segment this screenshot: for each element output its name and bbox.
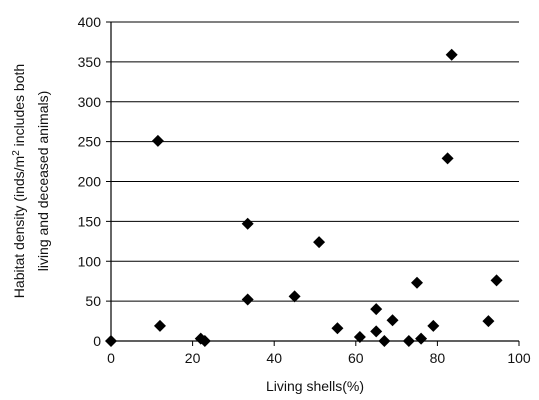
data-point xyxy=(313,236,326,249)
data-point xyxy=(353,331,366,344)
x-axis-title: Living shells(%) xyxy=(266,378,364,394)
svg-text:Habitat density (inds/m2 inclu: Habitat density (inds/m2 includes both xyxy=(11,64,27,298)
x-tick-label: 80 xyxy=(430,350,446,366)
y-tick-label: 150 xyxy=(78,213,102,229)
data-point xyxy=(331,322,344,335)
y-tick-label: 400 xyxy=(78,14,102,30)
data-point xyxy=(445,48,458,61)
y-axis-title: Habitat density (inds/m2 includes both l… xyxy=(11,64,51,298)
x-tick-label: 20 xyxy=(185,350,201,366)
data-point xyxy=(482,315,495,328)
data-point xyxy=(288,290,301,303)
y-tick-label: 300 xyxy=(78,94,102,110)
y-tick-label: 350 xyxy=(78,54,102,70)
x-tick-label: 40 xyxy=(266,350,282,366)
y-tick-label: 0 xyxy=(93,333,101,349)
x-tick-label: 0 xyxy=(107,350,115,366)
y-tick-label: 200 xyxy=(78,174,102,190)
data-point xyxy=(411,276,423,289)
y-axis-title-line1-rest: includes both xyxy=(11,64,27,150)
data-point xyxy=(386,314,399,327)
grid-lines xyxy=(111,21,519,302)
data-point xyxy=(151,134,164,147)
data-point xyxy=(415,332,428,345)
y-tick-label: 250 xyxy=(78,134,102,150)
data-point xyxy=(402,335,415,347)
y-axis-title-line2: living and deceased animals) xyxy=(35,91,51,272)
y-tick-label: 100 xyxy=(78,253,102,269)
x-tick-label: 60 xyxy=(348,350,364,366)
data-point xyxy=(370,325,383,338)
y-axis-title-superscript: 2 xyxy=(11,150,22,156)
data-point xyxy=(198,335,211,347)
tick-labels: 0 50 100 150 200 250 300 350 400 0 20 40 60 80 100 xyxy=(78,14,531,366)
data-point xyxy=(241,217,254,230)
data-point xyxy=(378,335,391,347)
x-tick-label: 100 xyxy=(507,350,531,366)
y-axis-title-line1: Habitat density (inds/m xyxy=(11,156,27,298)
data-point xyxy=(490,274,503,287)
data-point xyxy=(427,319,440,332)
axes xyxy=(106,21,520,346)
y-tick-label: 50 xyxy=(85,293,101,309)
data-point xyxy=(370,303,383,316)
data-point xyxy=(241,293,254,306)
data-point xyxy=(441,152,454,165)
data-point xyxy=(105,335,117,347)
data-points xyxy=(105,48,503,347)
data-point xyxy=(153,319,166,332)
